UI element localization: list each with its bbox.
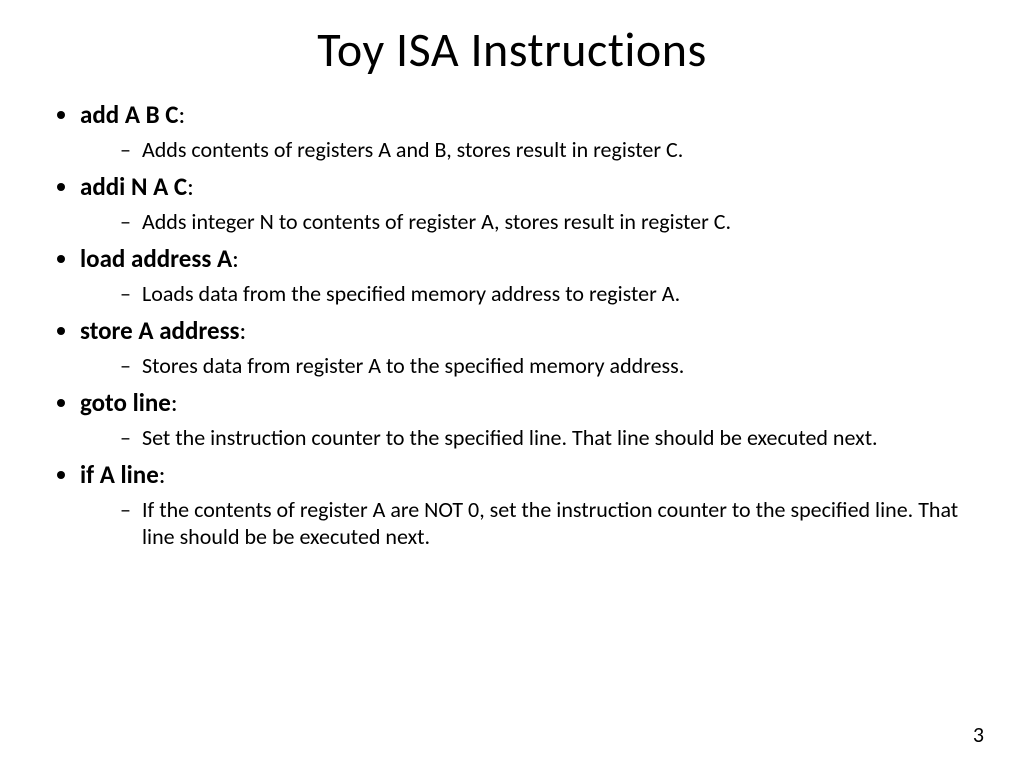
colon: : [171, 387, 178, 418]
instruction-desc: Adds contents of registers A and B, stor… [120, 136, 974, 164]
list-item: add A B C: Adds contents of registers A … [80, 99, 974, 163]
instruction-name: if A line [80, 459, 159, 490]
instruction-desc: Set the instruction counter to the speci… [120, 424, 974, 452]
list-item: addi N A C: Adds integer N to contents o… [80, 171, 974, 235]
sub-list: If the contents of register A are NOT 0,… [80, 496, 974, 551]
instruction-desc: Loads data from the specified memory add… [120, 280, 974, 308]
list-item: if A line: If the contents of register A… [80, 459, 974, 551]
instruction-name: add A B C [80, 99, 179, 130]
instruction-name: goto line [80, 387, 171, 418]
instruction-desc: Adds integer N to contents of register A… [120, 208, 974, 236]
colon: : [240, 315, 247, 346]
sub-list: Adds contents of registers A and B, stor… [80, 136, 974, 164]
instruction-name: load address A [80, 243, 232, 274]
list-item: store A address: Stores data from regist… [80, 315, 974, 379]
slide-title: Toy ISA Instructions [50, 20, 974, 79]
instruction-desc: Stores data from register A to the speci… [120, 352, 974, 380]
sub-list: Set the instruction counter to the speci… [80, 424, 974, 452]
instruction-list: add A B C: Adds contents of registers A … [50, 99, 974, 551]
instruction-name: store A address [80, 315, 240, 346]
page-number: 3 [973, 721, 984, 748]
colon: : [179, 99, 186, 130]
colon: : [232, 243, 239, 274]
sub-list: Loads data from the specified memory add… [80, 280, 974, 308]
list-item: load address A: Loads data from the spec… [80, 243, 974, 307]
colon: : [159, 459, 166, 490]
instruction-desc: If the contents of register A are NOT 0,… [120, 496, 974, 551]
colon: : [187, 171, 194, 202]
sub-list: Adds integer N to contents of register A… [80, 208, 974, 236]
list-item: goto line: Set the instruction counter t… [80, 387, 974, 451]
instruction-name: addi N A C [80, 171, 187, 202]
slide: Toy ISA Instructions add A B C: Adds con… [0, 0, 1024, 768]
sub-list: Stores data from register A to the speci… [80, 352, 974, 380]
